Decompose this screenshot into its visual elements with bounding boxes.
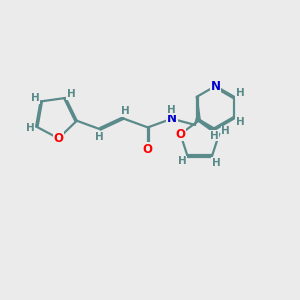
Text: H: H <box>210 131 218 141</box>
Text: H: H <box>167 105 176 115</box>
Text: N: N <box>211 80 220 92</box>
Text: H: H <box>221 126 230 136</box>
Text: H: H <box>26 123 34 133</box>
Text: O: O <box>53 132 64 145</box>
Text: H: H <box>31 94 40 103</box>
Text: O: O <box>143 142 153 155</box>
Text: H: H <box>95 132 103 142</box>
Text: H: H <box>178 156 187 166</box>
Text: H: H <box>212 158 220 168</box>
Text: H: H <box>67 89 75 99</box>
Text: H: H <box>236 117 244 127</box>
Text: O: O <box>176 128 185 140</box>
Text: H: H <box>121 106 130 116</box>
Text: H: H <box>236 88 244 98</box>
Text: N: N <box>167 112 177 125</box>
